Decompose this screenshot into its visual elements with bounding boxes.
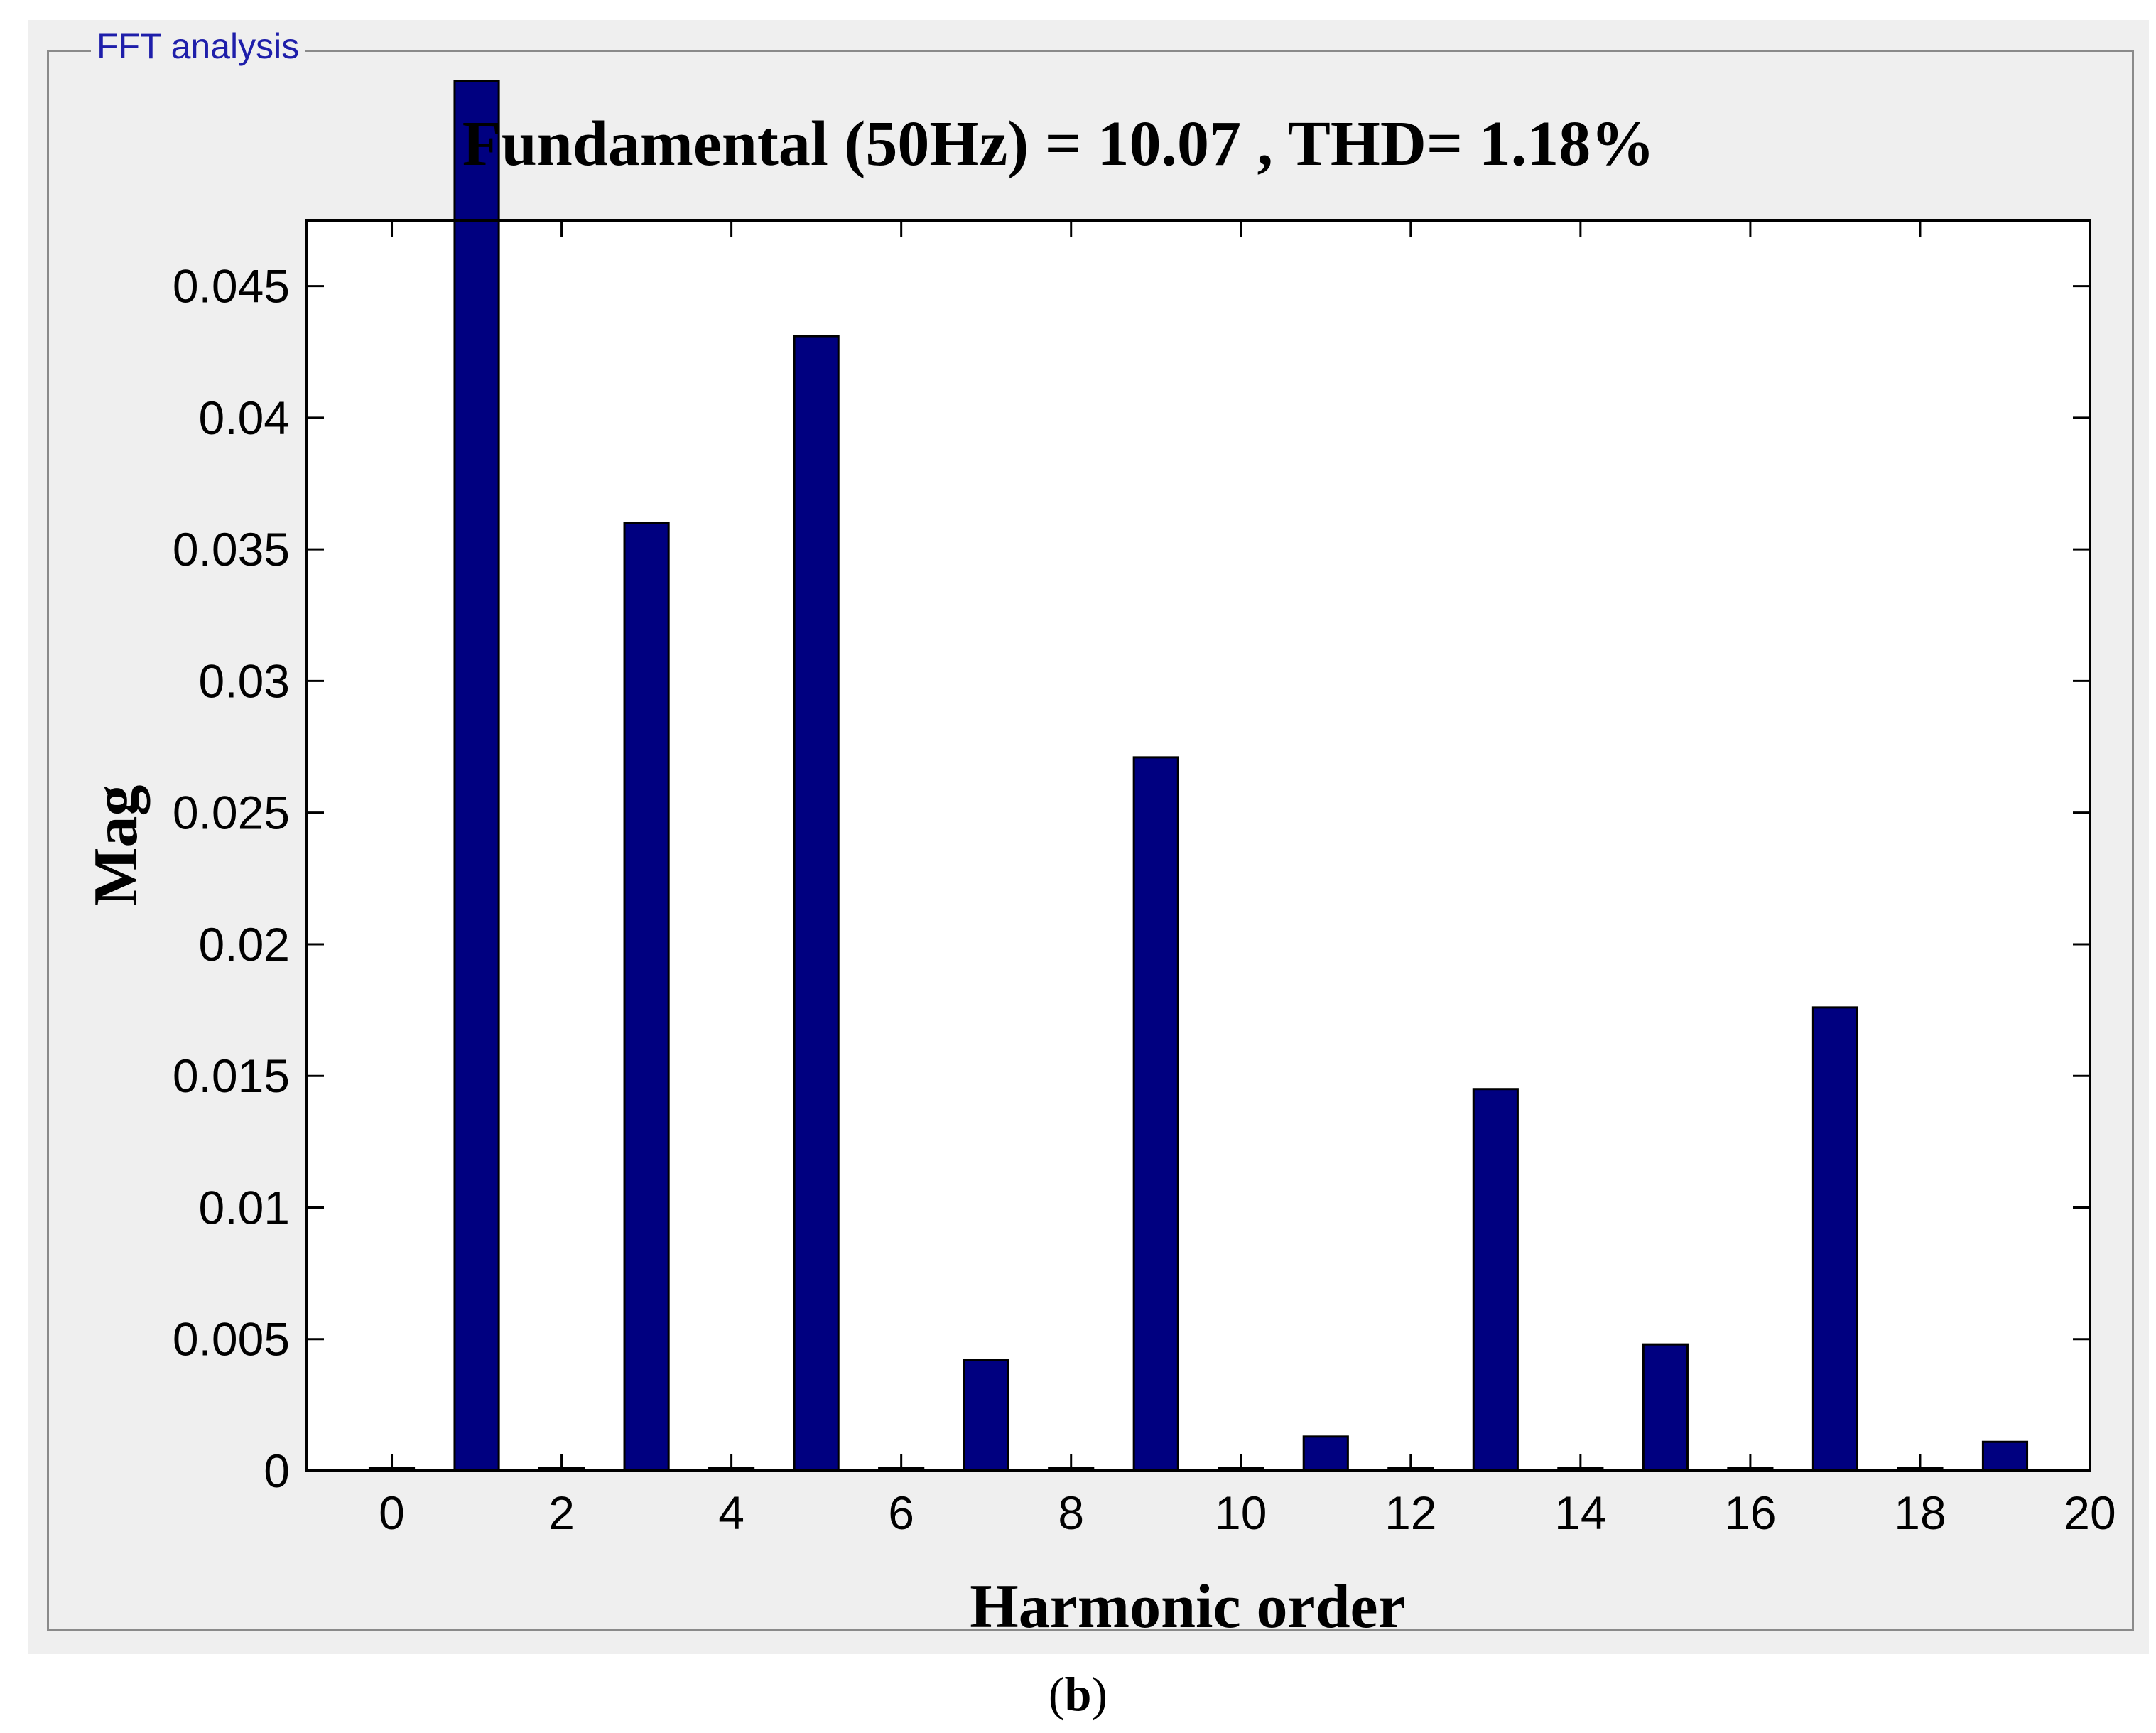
plot-frame (305, 219, 2091, 1472)
y-tick-label-4: 0.02 (199, 918, 290, 971)
bar-harmonic-15 (1642, 1343, 1689, 1472)
bar-harmonic-17 (1811, 1006, 1859, 1472)
y-tick-label-5: 0.025 (173, 787, 290, 839)
y-tick-label-9: 0.045 (173, 260, 290, 313)
caption-letter: b (1064, 1667, 1092, 1721)
fft-analysis-group-title: FFT analysis (91, 24, 305, 68)
x-tick-label-14: 14 (1554, 1486, 1606, 1539)
plot-area (307, 220, 2090, 1471)
bar-harmonic-7 (963, 1359, 1009, 1472)
fft-analysis-group-frame (47, 50, 2134, 1631)
caption-open: ( (1048, 1667, 1065, 1721)
x-tick-label-0: 0 (379, 1486, 405, 1539)
y-tick-label-8: 0.04 (199, 392, 290, 444)
bar-harmonic-11 (1302, 1435, 1349, 1472)
y-axis-label: Mag (82, 784, 151, 906)
bar-harmonic-9 (1132, 756, 1179, 1472)
x-tick-label-6: 6 (888, 1486, 914, 1539)
y-tick-label-7: 0.035 (173, 523, 290, 576)
bar-harmonic-13 (1472, 1088, 1519, 1472)
bar-harmonic-19 (1981, 1440, 2029, 1472)
x-tick-label-10: 10 (1215, 1486, 1267, 1539)
caption-close: ) (1091, 1667, 1108, 1721)
bar-harmonic-1 (453, 80, 500, 1472)
x-tick-label-16: 16 (1724, 1486, 1776, 1539)
y-tick-label-6: 0.03 (199, 654, 290, 707)
y-tick-label-2: 0.01 (199, 1181, 290, 1233)
figure-caption: (b) (0, 1666, 2156, 1722)
x-tick-label-2: 2 (548, 1486, 575, 1539)
y-tick-label-1: 0.005 (173, 1313, 290, 1366)
x-tick-label-4: 4 (718, 1486, 744, 1539)
x-tick-label-20: 20 (2064, 1486, 2116, 1539)
chart-title: Fundamental (50Hz) = 10.07 , THD= 1.18% (462, 109, 1654, 179)
bar-harmonic-5 (793, 335, 840, 1472)
x-tick-label-8: 8 (1058, 1486, 1084, 1539)
y-tick-label-3: 0.015 (173, 1049, 290, 1102)
x-tick-label-12: 12 (1385, 1486, 1436, 1539)
x-axis-label: Harmonic order (970, 1572, 1405, 1641)
x-tick-label-18: 18 (1894, 1486, 1946, 1539)
bar-harmonic-3 (623, 522, 670, 1472)
y-tick-label-0: 0 (264, 1445, 290, 1497)
